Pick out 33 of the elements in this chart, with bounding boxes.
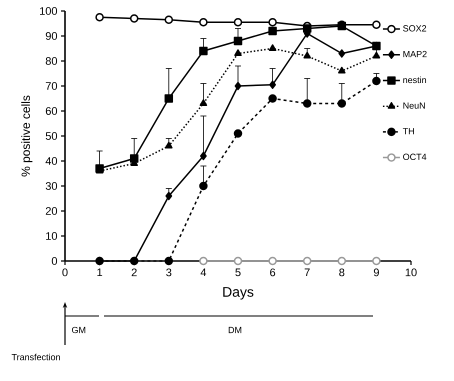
y-tick-label: 80 (46, 57, 58, 65)
y-tick-label: 10 (46, 232, 58, 240)
text: GM (72, 326, 86, 334)
x-tick-label: 8 (339, 268, 344, 276)
x-tick-label: 3 (166, 268, 172, 276)
legend-label: nestin (403, 76, 426, 84)
y-axis-title: % positive cells (21, 96, 32, 176)
y-tick-label: 100 (40, 7, 58, 15)
y-tick-label: 60 (46, 107, 58, 115)
legend-label: MAP2 (403, 50, 427, 58)
y-tick-label: 50 (46, 132, 58, 140)
text: DM (228, 326, 242, 334)
legend-label: NeuN (403, 102, 425, 109)
y-tick-label: 30 (46, 182, 58, 190)
x-tick-label: 7 (304, 268, 310, 276)
x-tick-label: 6 (270, 268, 276, 276)
legend-label: SOX2 (403, 25, 426, 32)
y-tick-label: 20 (46, 207, 58, 215)
x-tick-label: 0 (62, 268, 68, 276)
x-tick-label: 4 (200, 268, 206, 276)
x-tick-label: 2 (132, 268, 137, 276)
y-tick-label: 90 (46, 32, 58, 40)
legend-label: TH (402, 128, 414, 134)
x-tick-label: 1 (97, 268, 102, 276)
legend-label: OCT4 (403, 154, 426, 160)
y-tick-label: 70 (46, 82, 58, 90)
x-tick-label: 5 (235, 268, 241, 276)
y-tick-label: 40 (46, 157, 58, 165)
y-tick-label: 0 (52, 257, 58, 265)
x-axis-title: Days (223, 287, 254, 300)
text: Transfection (12, 354, 60, 360)
x-tick-label: 10 (406, 268, 417, 276)
x-tick-label: 9 (374, 268, 379, 276)
